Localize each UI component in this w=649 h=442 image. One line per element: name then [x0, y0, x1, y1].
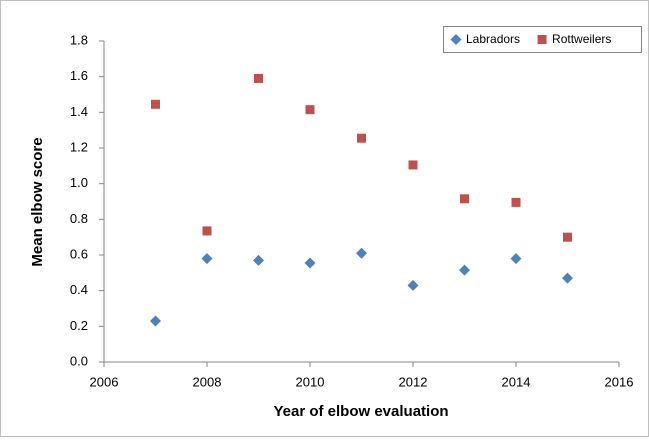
point: [356, 247, 367, 259]
legend-marker: [450, 34, 462, 45]
x-tick-label: 2014: [502, 374, 531, 389]
y-axis-title: Mean elbow score: [29, 137, 46, 266]
point: [357, 133, 366, 143]
point: [150, 315, 161, 327]
point: [253, 254, 264, 266]
x-tick-label: 2010: [296, 374, 325, 389]
legend-label: Rottweilers: [552, 32, 611, 46]
y-tick-label: 1.6: [70, 68, 88, 83]
y-tick-label: 0.4: [70, 282, 88, 297]
x-tick-label: 2008: [193, 374, 222, 389]
x-axis-title: Year of elbow evaluation: [273, 403, 448, 420]
legend-marker: [537, 35, 547, 44]
x-tick-label: 2016: [605, 374, 634, 389]
y-tick-label: 0.8: [70, 211, 88, 226]
y-tick-label: 1.0: [70, 175, 88, 190]
y-tick-label: 1.4: [70, 104, 88, 119]
point: [510, 253, 522, 265]
y-tick-label: 0.0: [70, 353, 88, 368]
x-tick-label: 2012: [399, 374, 428, 389]
point: [408, 160, 418, 170]
point: [511, 197, 521, 207]
point: [304, 257, 316, 269]
y-tick-label: 0.6: [70, 246, 88, 261]
y-tick-label: 0.2: [70, 318, 88, 333]
point: [459, 264, 470, 276]
point: [305, 105, 315, 115]
point: [201, 253, 213, 265]
point: [562, 272, 573, 284]
point: [460, 194, 469, 204]
y-tick-label: 1.8: [70, 32, 88, 47]
point: [202, 226, 212, 236]
legend-label: Labradors: [466, 32, 520, 46]
point: [254, 73, 263, 83]
y-tick-label: 1.2: [70, 139, 88, 154]
point: [151, 99, 160, 109]
point: [407, 279, 419, 291]
x-tick-label: 2006: [90, 374, 119, 389]
point: [563, 232, 572, 242]
